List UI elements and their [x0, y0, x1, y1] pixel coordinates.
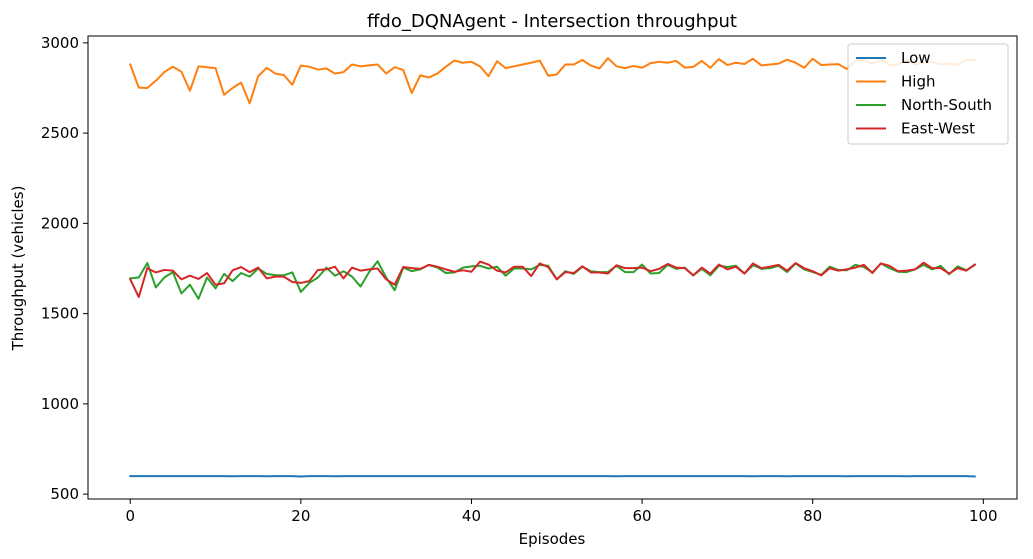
series-line-east-west: [128, 260, 977, 299]
legend: Low High North-South East-West: [847, 43, 1009, 145]
y-tick-label: 1500: [41, 305, 79, 323]
x-tick-label: 0: [125, 507, 135, 525]
x-tick-label: 20: [291, 507, 310, 525]
legend-label-high: High: [901, 73, 935, 91]
y-tick-label: 2000: [41, 214, 79, 232]
y-axis-label: Throughput (vehicles): [9, 186, 27, 352]
x-tick-label: 100: [969, 507, 998, 525]
series-line-high: [128, 57, 976, 105]
x-axis-label: Episodes: [519, 530, 586, 548]
y-axis-ticks: 500 1000 1500 2000 2500 3000: [41, 34, 88, 503]
x-axis-ticks: 0 20 40 60 80 100: [125, 499, 998, 525]
legend-entries: Low High North-South East-West: [856, 49, 992, 138]
x-tick-label: 80: [803, 507, 822, 525]
legend-box: [847, 43, 1009, 145]
legend-label-east-west: East-West: [901, 120, 975, 138]
y-tick-label: 1000: [41, 395, 79, 413]
axes-frame: [87, 35, 1018, 500]
x-tick-label: 40: [462, 507, 481, 525]
y-tick-label: 2500: [41, 124, 79, 142]
series-lines: [128, 57, 977, 478]
legend-label-north-south: North-South: [901, 96, 992, 114]
y-tick-label: 3000: [41, 34, 79, 52]
x-tick-label: 60: [633, 507, 652, 525]
legend-label-low: Low: [901, 49, 931, 67]
plot-area: 0 20 40 60 80 100 500 1000 1500 2000 2500 3000: [41, 34, 1018, 525]
chart-title: ffdo_DQNAgent - Intersection throughput: [367, 11, 737, 32]
y-tick-label: 500: [50, 485, 79, 503]
